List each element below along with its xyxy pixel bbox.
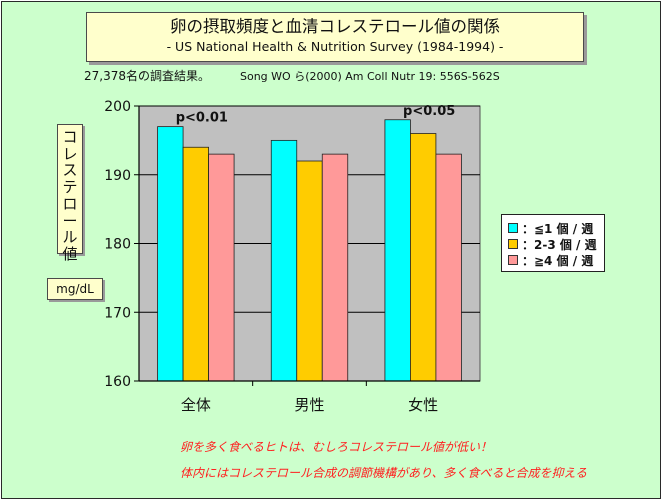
x-category-label-0: 全体 [181,396,211,414]
legend-swatch-1 [508,239,518,249]
bar-2-0 [384,119,411,382]
y-axis-label: コレステロール値 [62,128,78,263]
legend: ：≦1 個 / 週 ：2-3 個 / 週 ：≧4 個 / 週 [501,214,605,272]
chart-title: 卵の摂取頻度と血清コレステロール値の関係 [170,17,500,36]
x-category-label-1: 男性 [294,396,324,414]
note-count: 27,378名の調査結果。 [84,69,210,83]
study-note: 27,378名の調査結果。 Song WO ら(2000) Am Coll Nut… [84,67,500,84]
bar-2-2 [435,153,462,382]
bar-0-0 [157,126,184,382]
x-category-label-2: 女性 [408,396,438,414]
significance-annotation-1: p<0.05 [403,104,455,119]
message-2: 体内にはコレステロール合成の調節機構があり、多く食べると合成を抑える [180,466,588,480]
y-tick-label-3: 190 [104,168,131,184]
y-tick-label-1: 170 [104,305,131,321]
y-tick-label-0: 160 [104,374,131,390]
legend-label-2: ：≧4 個 / 週 [522,254,594,268]
bar-1-0 [270,139,298,382]
bar-1-1 [296,160,323,382]
legend-label-1: ：2-3 個 / 週 [522,238,597,252]
title-box: 卵の摂取頻度と血清コレステロール値の関係 - US National Healt… [86,12,584,62]
bar-0-2 [208,153,235,382]
y-tick-label-4: 200 [104,99,131,115]
chart-subtitle: - US National Health & Nutrition Survey … [166,39,504,54]
unit-label: mg/dL [47,278,103,300]
message-1: 卵を多く食べるヒトは、むしろコレステロール値が低い！ [180,440,493,454]
bar-1-2 [321,153,349,382]
y-axis-label-box: コレステロール値 [57,124,83,262]
bar-2-1 [410,133,437,382]
legend-label-0: ：≦1 個 / 週 [522,222,594,236]
y-tick-label-2: 180 [104,237,131,253]
legend-swatch-2 [508,255,518,265]
bar-0-1 [182,146,209,382]
significance-annotation-0: p<0.01 [176,111,228,126]
legend-swatch-0 [508,223,518,233]
note-citation: Song WO ら(2000) Am Coll Nutr 19: 556S-56… [240,70,500,83]
